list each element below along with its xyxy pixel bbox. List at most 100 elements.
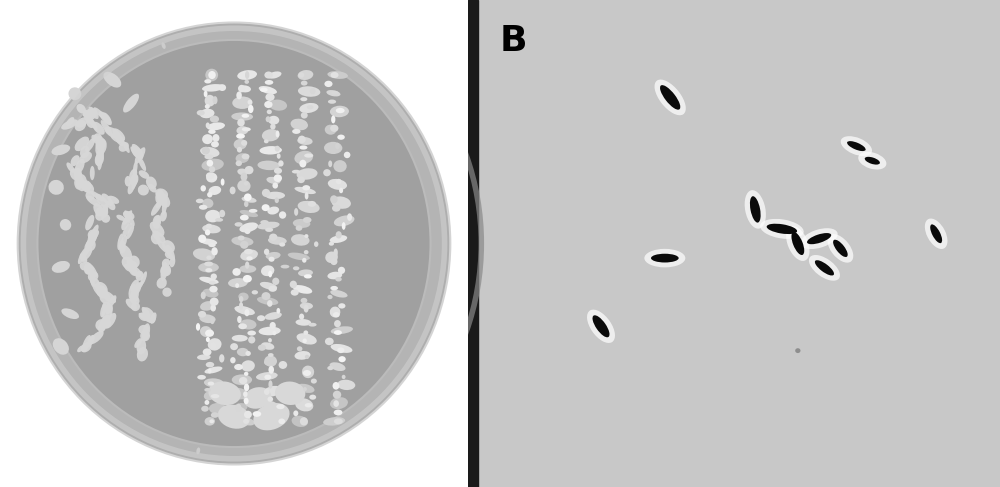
Ellipse shape (333, 312, 340, 318)
Ellipse shape (165, 251, 173, 259)
Ellipse shape (125, 176, 131, 187)
Ellipse shape (298, 86, 320, 97)
Ellipse shape (86, 196, 101, 206)
Ellipse shape (152, 230, 166, 244)
Ellipse shape (112, 128, 125, 141)
Ellipse shape (199, 205, 207, 210)
Ellipse shape (200, 239, 217, 245)
Ellipse shape (205, 95, 215, 107)
Ellipse shape (48, 180, 64, 195)
Ellipse shape (202, 199, 213, 208)
Bar (468, 0, 478, 487)
Ellipse shape (290, 281, 297, 288)
Ellipse shape (229, 388, 248, 399)
Ellipse shape (83, 108, 96, 117)
Ellipse shape (930, 225, 942, 243)
Ellipse shape (206, 362, 214, 368)
Ellipse shape (244, 249, 253, 254)
Ellipse shape (267, 206, 279, 215)
Ellipse shape (205, 104, 210, 109)
Ellipse shape (291, 119, 308, 131)
Ellipse shape (204, 262, 213, 266)
Ellipse shape (131, 295, 140, 304)
Ellipse shape (265, 418, 281, 425)
Ellipse shape (207, 160, 213, 167)
Ellipse shape (257, 222, 280, 229)
Ellipse shape (264, 101, 273, 108)
Ellipse shape (230, 343, 238, 350)
Ellipse shape (209, 286, 218, 293)
Ellipse shape (102, 304, 113, 321)
Ellipse shape (241, 173, 247, 181)
Ellipse shape (300, 302, 313, 309)
Ellipse shape (121, 216, 130, 230)
Ellipse shape (236, 404, 241, 412)
Ellipse shape (330, 195, 338, 204)
Ellipse shape (86, 239, 96, 251)
Ellipse shape (82, 181, 91, 190)
Ellipse shape (304, 153, 313, 158)
Ellipse shape (330, 306, 340, 318)
Ellipse shape (244, 201, 249, 207)
Ellipse shape (331, 326, 353, 334)
Ellipse shape (239, 417, 255, 426)
Ellipse shape (264, 249, 269, 255)
Ellipse shape (130, 288, 139, 303)
Ellipse shape (122, 223, 132, 237)
Ellipse shape (205, 268, 212, 272)
Ellipse shape (140, 271, 147, 285)
Ellipse shape (235, 283, 239, 288)
Ellipse shape (314, 242, 318, 247)
Ellipse shape (76, 117, 88, 128)
Ellipse shape (245, 71, 249, 79)
Ellipse shape (74, 159, 85, 175)
Ellipse shape (136, 271, 143, 281)
Ellipse shape (206, 172, 214, 179)
Ellipse shape (263, 386, 282, 396)
Ellipse shape (786, 226, 810, 261)
Ellipse shape (239, 302, 243, 310)
Ellipse shape (865, 157, 880, 165)
Ellipse shape (86, 109, 95, 118)
Ellipse shape (828, 234, 853, 262)
Ellipse shape (84, 234, 97, 250)
Ellipse shape (331, 344, 352, 353)
Ellipse shape (106, 305, 113, 315)
Ellipse shape (211, 247, 218, 256)
Ellipse shape (210, 298, 219, 306)
Ellipse shape (791, 232, 804, 255)
Ellipse shape (162, 240, 175, 253)
Ellipse shape (266, 116, 271, 122)
Ellipse shape (82, 247, 92, 261)
Ellipse shape (334, 418, 343, 424)
Ellipse shape (258, 161, 280, 170)
Ellipse shape (332, 205, 341, 212)
Ellipse shape (259, 327, 281, 335)
Ellipse shape (334, 330, 342, 335)
Ellipse shape (92, 122, 105, 135)
Ellipse shape (329, 242, 334, 246)
Ellipse shape (88, 271, 98, 281)
Ellipse shape (259, 86, 277, 94)
Ellipse shape (134, 338, 142, 348)
Ellipse shape (116, 215, 125, 221)
Ellipse shape (236, 153, 249, 163)
Ellipse shape (196, 199, 204, 203)
Ellipse shape (331, 72, 339, 78)
Ellipse shape (205, 330, 214, 337)
Ellipse shape (294, 208, 298, 216)
Ellipse shape (304, 274, 312, 279)
Ellipse shape (131, 302, 140, 311)
Ellipse shape (238, 293, 249, 301)
Ellipse shape (268, 72, 281, 78)
Ellipse shape (204, 79, 211, 83)
Ellipse shape (156, 239, 168, 253)
Ellipse shape (297, 333, 317, 345)
Ellipse shape (102, 193, 113, 206)
Ellipse shape (208, 381, 241, 405)
Ellipse shape (218, 84, 226, 91)
Ellipse shape (53, 338, 69, 355)
Ellipse shape (201, 292, 206, 299)
Ellipse shape (264, 139, 269, 143)
Ellipse shape (81, 342, 92, 353)
